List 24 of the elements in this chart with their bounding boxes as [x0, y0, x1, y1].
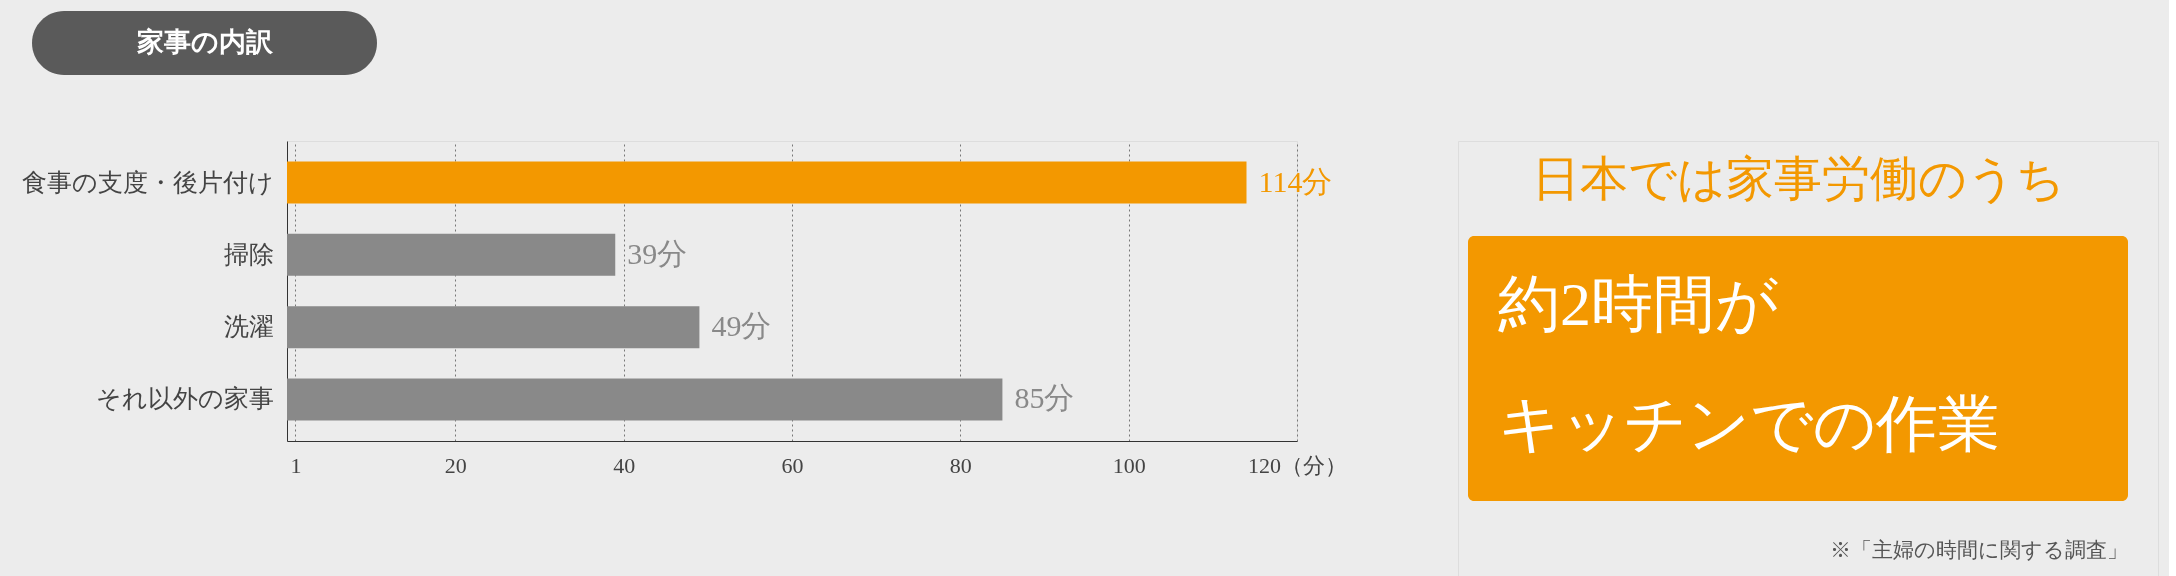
- data-label: 39分: [627, 236, 688, 270]
- x-tick-label: 40: [613, 452, 636, 478]
- y-tick-label: 洗濯: [223, 312, 274, 341]
- x-tick-label: 20: [444, 452, 467, 478]
- bar: [287, 233, 616, 276]
- x-tick-label: 100: [1112, 452, 1146, 478]
- bar: [287, 306, 700, 349]
- data-label: 85分: [1014, 381, 1075, 415]
- x-tick-label: 80: [949, 452, 972, 478]
- bar: [287, 378, 1003, 421]
- text: 日本では家事労働のうち: [1531, 152, 2065, 205]
- data-label: 114分: [1258, 164, 1333, 198]
- y-tick-label: 掃除: [223, 239, 274, 268]
- y-tick-label: 食事の支度・後片付け: [21, 167, 274, 196]
- text: ※「主婦の時間に関する調査」: [1830, 538, 2128, 561]
- bar: [287, 161, 1247, 204]
- text: キッチンでの作業: [1498, 390, 2000, 458]
- data-label: 49分: [711, 309, 772, 343]
- text: 約2時間が: [1498, 270, 1778, 338]
- x-tick-label: 1: [290, 452, 302, 478]
- chart-title: 家事の内訳: [136, 27, 274, 57]
- y-tick-label: それ以外の家事: [95, 384, 274, 413]
- x-tick-label: 60: [781, 452, 804, 478]
- x-tick-label: 120（分）: [1248, 452, 1347, 478]
